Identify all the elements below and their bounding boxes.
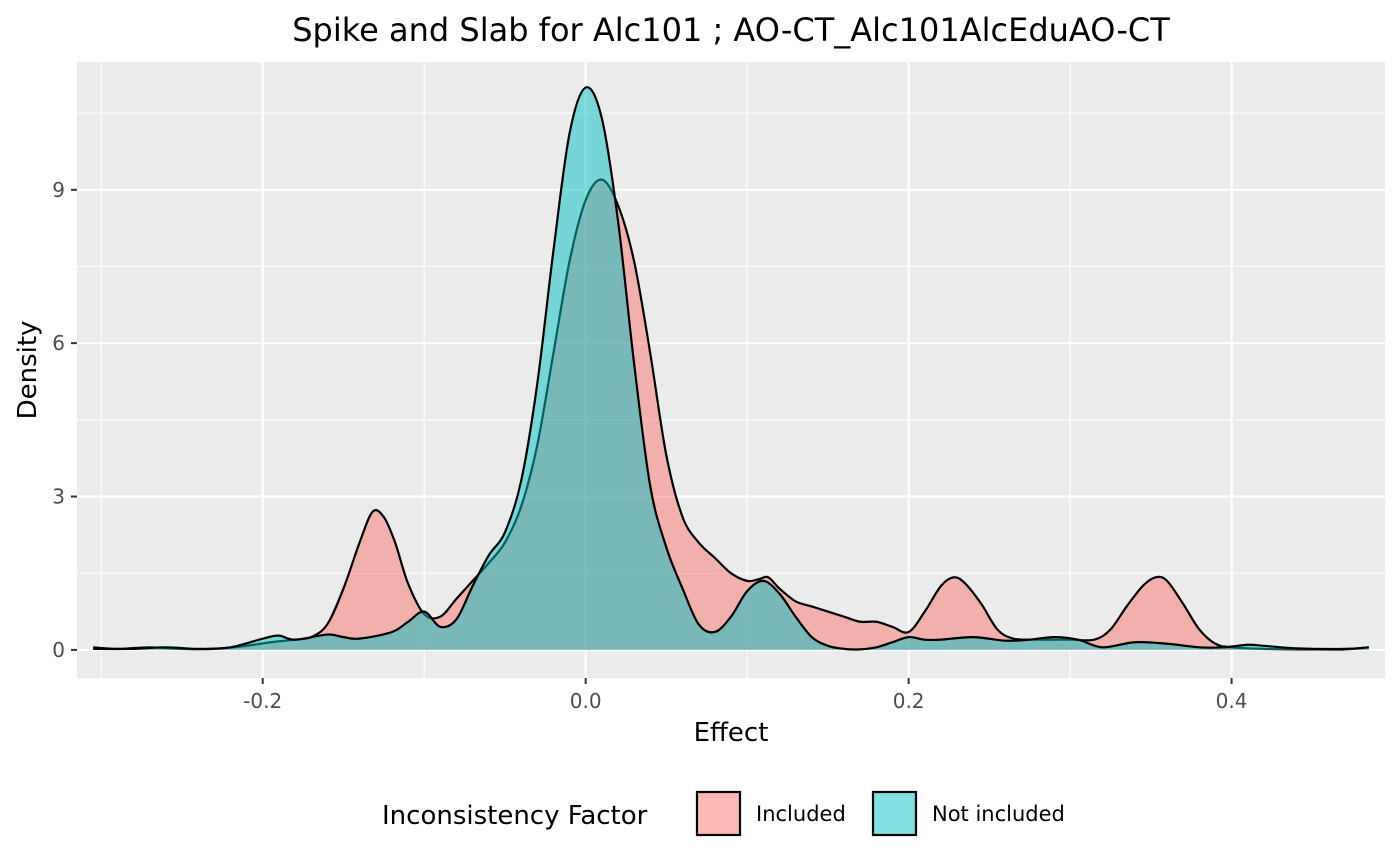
legend-key-not-included: [871, 790, 918, 837]
x-tick-label: -0.2: [243, 689, 282, 713]
x-axis-title: Effect: [694, 718, 769, 748]
y-axis-title: Density: [13, 321, 43, 420]
chart-title: Spike and Slab for Alc101 ; AO-CT_Alc101…: [292, 11, 1170, 49]
y-tick-label: 9: [52, 178, 65, 202]
y-tick-label: 6: [52, 331, 65, 355]
legend-label-not-included: Not included: [932, 802, 1065, 826]
density-line-included: [93, 178, 1369, 651]
x-tick-label: 0.0: [570, 689, 602, 713]
x-tick-label: 0.2: [893, 689, 925, 713]
legend-key-included: [695, 790, 742, 837]
density-line-not-included: [93, 86, 1369, 651]
legend: Inconsistency Factor Included Not includ…: [382, 790, 1065, 837]
x-axis: -0.2 0.0 0.2 0.4: [243, 678, 1247, 713]
y-tick-label: 0: [52, 638, 65, 662]
y-tick-label: 3: [52, 485, 65, 509]
y-axis: 0 3 6 9: [52, 178, 77, 662]
legend-label-included: Included: [756, 802, 846, 826]
density-areas: [93, 86, 1369, 651]
legend-title: Inconsistency Factor: [382, 801, 648, 831]
x-tick-label: 0.4: [1216, 689, 1248, 713]
